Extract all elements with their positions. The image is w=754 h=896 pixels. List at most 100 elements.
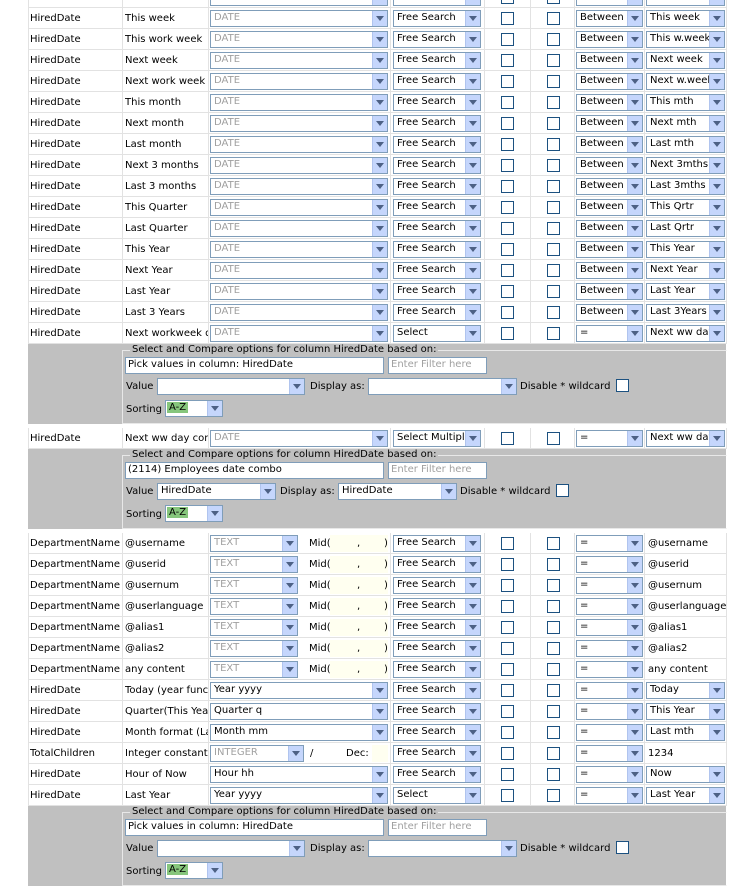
mid-input[interactable] [330,661,388,678]
checkbox[interactable] [547,747,560,760]
type-select[interactable]: DATE [210,430,388,447]
checkbox[interactable] [501,306,514,319]
sorting-select[interactable]: A-Z [165,862,223,879]
checkbox[interactable] [501,285,514,298]
operator-select[interactable]: = [576,640,643,657]
checkbox[interactable] [501,537,514,550]
search-select[interactable]: Free Search [393,115,481,132]
value-select[interactable]: Now [646,766,725,783]
checkbox[interactable] [547,663,560,676]
type-select[interactable]: DATE [210,283,388,300]
search-select[interactable]: Free Search [393,136,481,153]
display-select[interactable] [368,840,517,857]
checkbox[interactable] [501,579,514,592]
type-select[interactable]: Hour hh [210,766,388,783]
value-select[interactable]: Last mth [646,136,725,153]
value-select[interactable]: HiredDate [157,483,276,500]
type-select[interactable]: DATE [210,178,388,195]
operator-select[interactable]: = [576,766,643,783]
search-select[interactable]: Free Search [393,31,481,48]
wildcard-checkbox[interactable] [616,841,629,854]
type-select[interactable]: DATE [210,157,388,174]
value-select[interactable]: This week [646,10,725,27]
checkbox[interactable] [547,54,560,67]
checkbox[interactable] [501,726,514,739]
display-select[interactable]: HiredDate [338,483,457,500]
value-select[interactable] [157,840,305,857]
value-select[interactable]: Next week [646,52,725,69]
operator-select[interactable]: Between [576,94,643,111]
checkbox[interactable] [547,96,560,109]
search-select[interactable]: Free Search [393,682,481,699]
type-select[interactable]: INTEGER [210,745,304,762]
filter-box[interactable]: Enter Filter here [388,819,487,836]
type-select[interactable]: TEXT [210,535,298,552]
sorting-select[interactable]: A-Z [165,505,223,522]
wildcard-checkbox[interactable] [616,379,629,392]
checkbox[interactable] [547,138,560,151]
operator-select[interactable]: Between [576,262,643,279]
operator-select[interactable]: Between [576,0,643,6]
search-select[interactable]: Free Search [393,0,481,6]
type-select[interactable]: TEXT [210,598,298,615]
search-select[interactable]: Free Search [393,598,481,615]
value-select[interactable]: Last mth [646,724,725,741]
display-select[interactable] [368,378,517,395]
value-select[interactable]: This Year [646,241,725,258]
type-select[interactable]: DATE [210,31,388,48]
value-select[interactable]: This mth [646,94,725,111]
operator-select[interactable]: = [576,787,643,804]
wildcard-checkbox[interactable] [556,484,569,497]
checkbox[interactable] [501,768,514,781]
checkbox[interactable] [547,789,560,802]
mid-input[interactable] [330,556,388,573]
checkbox[interactable] [547,222,560,235]
checkbox[interactable] [547,600,560,613]
value-select[interactable]: Today [646,682,725,699]
operator-select[interactable]: = [576,535,643,552]
checkbox[interactable] [547,180,560,193]
operator-select[interactable]: = [576,556,643,573]
operator-select[interactable]: = [576,661,643,678]
checkbox[interactable] [501,642,514,655]
value-select[interactable]: This Qrtr [646,199,725,216]
search-select[interactable]: Free Search [393,535,481,552]
search-select[interactable]: Select Multiple [393,430,481,447]
type-select[interactable]: DATE [210,52,388,69]
value-select[interactable]: Next ww day [646,325,725,342]
mid-input[interactable] [330,598,388,615]
search-select[interactable]: Free Search [393,640,481,657]
value-select[interactable]: Last 3Years [646,304,725,321]
type-select[interactable]: DATE [210,199,388,216]
checkbox[interactable] [501,117,514,130]
operator-select[interactable]: = [576,724,643,741]
checkbox[interactable] [547,768,560,781]
mid-input[interactable] [330,640,388,657]
checkbox[interactable] [501,327,514,340]
checkbox[interactable] [547,264,560,277]
type-select[interactable]: Year yyyy [210,682,388,699]
value-select[interactable]: Next ww day [646,430,725,447]
search-select[interactable]: Free Search [393,241,481,258]
operator-select[interactable]: Between [576,178,643,195]
checkbox[interactable] [547,537,560,550]
search-select[interactable]: Free Search [393,157,481,174]
filter-box[interactable]: Enter Filter here [388,357,487,374]
checkbox[interactable] [547,0,560,4]
search-select[interactable]: Free Search [393,745,481,762]
search-select[interactable]: Free Search [393,703,481,720]
checkbox[interactable] [547,159,560,172]
operator-select[interactable]: = [576,598,643,615]
checkbox[interactable] [501,432,514,445]
checkbox[interactable] [501,747,514,760]
mid-input[interactable] [330,535,388,552]
search-select[interactable]: Free Search [393,52,481,69]
checkbox[interactable] [547,558,560,571]
search-select[interactable]: Free Search [393,724,481,741]
checkbox[interactable] [501,201,514,214]
checkbox[interactable] [547,432,560,445]
checkbox[interactable] [547,726,560,739]
value-select[interactable]: Last 3mths [646,178,725,195]
search-select[interactable]: Free Search [393,94,481,111]
type-select[interactable]: DATE [210,325,388,342]
